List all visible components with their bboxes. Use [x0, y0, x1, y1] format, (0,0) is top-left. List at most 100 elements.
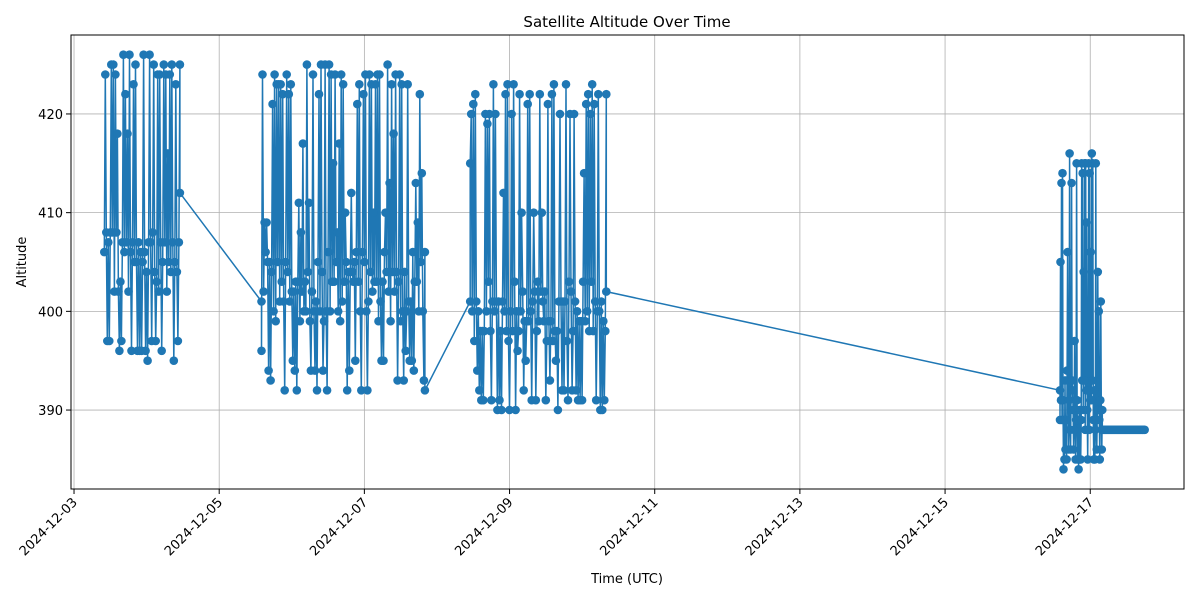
data-point — [359, 89, 368, 99]
data-point — [483, 119, 492, 129]
data-point — [401, 346, 411, 356]
data-point — [336, 70, 346, 79]
data-point — [599, 316, 608, 326]
data-point — [1059, 465, 1068, 474]
data-point — [381, 208, 390, 217]
data-point — [276, 80, 286, 89]
data-point — [1088, 376, 1097, 385]
data-point — [551, 356, 561, 366]
data-point — [1067, 178, 1076, 188]
data-point — [480, 326, 489, 336]
data-point — [542, 336, 552, 346]
data-point — [154, 287, 163, 296]
data-point — [120, 247, 129, 257]
data-point — [572, 307, 582, 316]
data-point — [170, 257, 180, 267]
data-point — [267, 267, 276, 277]
data-point — [484, 277, 493, 287]
data-point — [142, 267, 151, 277]
data-point — [280, 386, 290, 395]
data-point — [515, 89, 524, 99]
data-point — [382, 267, 391, 277]
data-point — [545, 376, 555, 385]
data-point — [600, 395, 609, 405]
data-point — [335, 316, 345, 326]
data-point — [509, 80, 518, 89]
data-point — [126, 247, 135, 257]
data-point — [416, 257, 426, 267]
data-point — [547, 89, 557, 99]
data-point — [278, 89, 288, 99]
data-point — [595, 307, 604, 316]
y-tick-label: 410 — [38, 207, 63, 222]
data-point — [139, 50, 148, 59]
data-point — [384, 287, 393, 296]
data-point — [293, 277, 303, 287]
data-point — [409, 366, 419, 375]
data-point — [546, 316, 556, 326]
data-point — [356, 307, 365, 316]
data-point — [350, 257, 359, 267]
data-point — [569, 109, 579, 119]
data-point — [1058, 395, 1068, 405]
data-point — [318, 366, 328, 375]
data-point — [1082, 405, 1092, 415]
data-point — [357, 386, 366, 395]
data-point — [1084, 425, 1094, 435]
data-point — [566, 287, 576, 296]
data-point — [589, 99, 599, 109]
data-point — [362, 307, 371, 316]
data-point — [490, 307, 499, 316]
data-point — [1140, 425, 1149, 435]
data-point — [1074, 465, 1083, 474]
data-point — [345, 366, 354, 375]
data-point — [466, 109, 476, 119]
data-point — [175, 60, 185, 69]
data-point — [378, 277, 387, 287]
data-point — [540, 287, 550, 296]
data-point — [277, 277, 287, 287]
data-point — [531, 395, 541, 405]
data-point — [330, 70, 340, 79]
data-point — [150, 267, 159, 277]
data-point — [366, 267, 375, 277]
data-point — [597, 297, 606, 306]
data-point — [399, 376, 409, 385]
data-point — [125, 50, 134, 59]
data-point — [368, 287, 377, 296]
data-point — [105, 336, 114, 346]
data-point — [1079, 267, 1088, 277]
data-point — [310, 366, 320, 375]
data-point — [1063, 366, 1073, 375]
data-point — [1069, 425, 1079, 435]
data-point — [152, 277, 161, 287]
data-point — [322, 386, 332, 395]
data-point — [486, 326, 495, 336]
data-point — [538, 297, 548, 306]
data-point — [163, 149, 173, 158]
data-point — [145, 50, 154, 59]
data-point — [313, 257, 323, 267]
data-point — [467, 307, 477, 316]
data-point — [311, 297, 321, 306]
data-point — [1083, 455, 1092, 464]
data-point — [495, 395, 504, 405]
data-point — [519, 386, 528, 395]
data-point — [530, 287, 540, 296]
data-point — [364, 297, 373, 306]
data-point — [369, 208, 378, 217]
y-tick-label: 400 — [38, 305, 63, 320]
data-point — [319, 316, 329, 326]
data-point — [284, 89, 294, 99]
data-point — [1056, 257, 1065, 267]
data-point — [111, 70, 120, 79]
data-point — [564, 277, 574, 287]
data-point — [393, 376, 402, 385]
data-point — [535, 89, 545, 99]
data-point — [1063, 247, 1072, 257]
data-point — [583, 89, 593, 99]
data-point — [264, 366, 273, 375]
data-point — [262, 218, 271, 227]
data-point — [394, 277, 403, 287]
